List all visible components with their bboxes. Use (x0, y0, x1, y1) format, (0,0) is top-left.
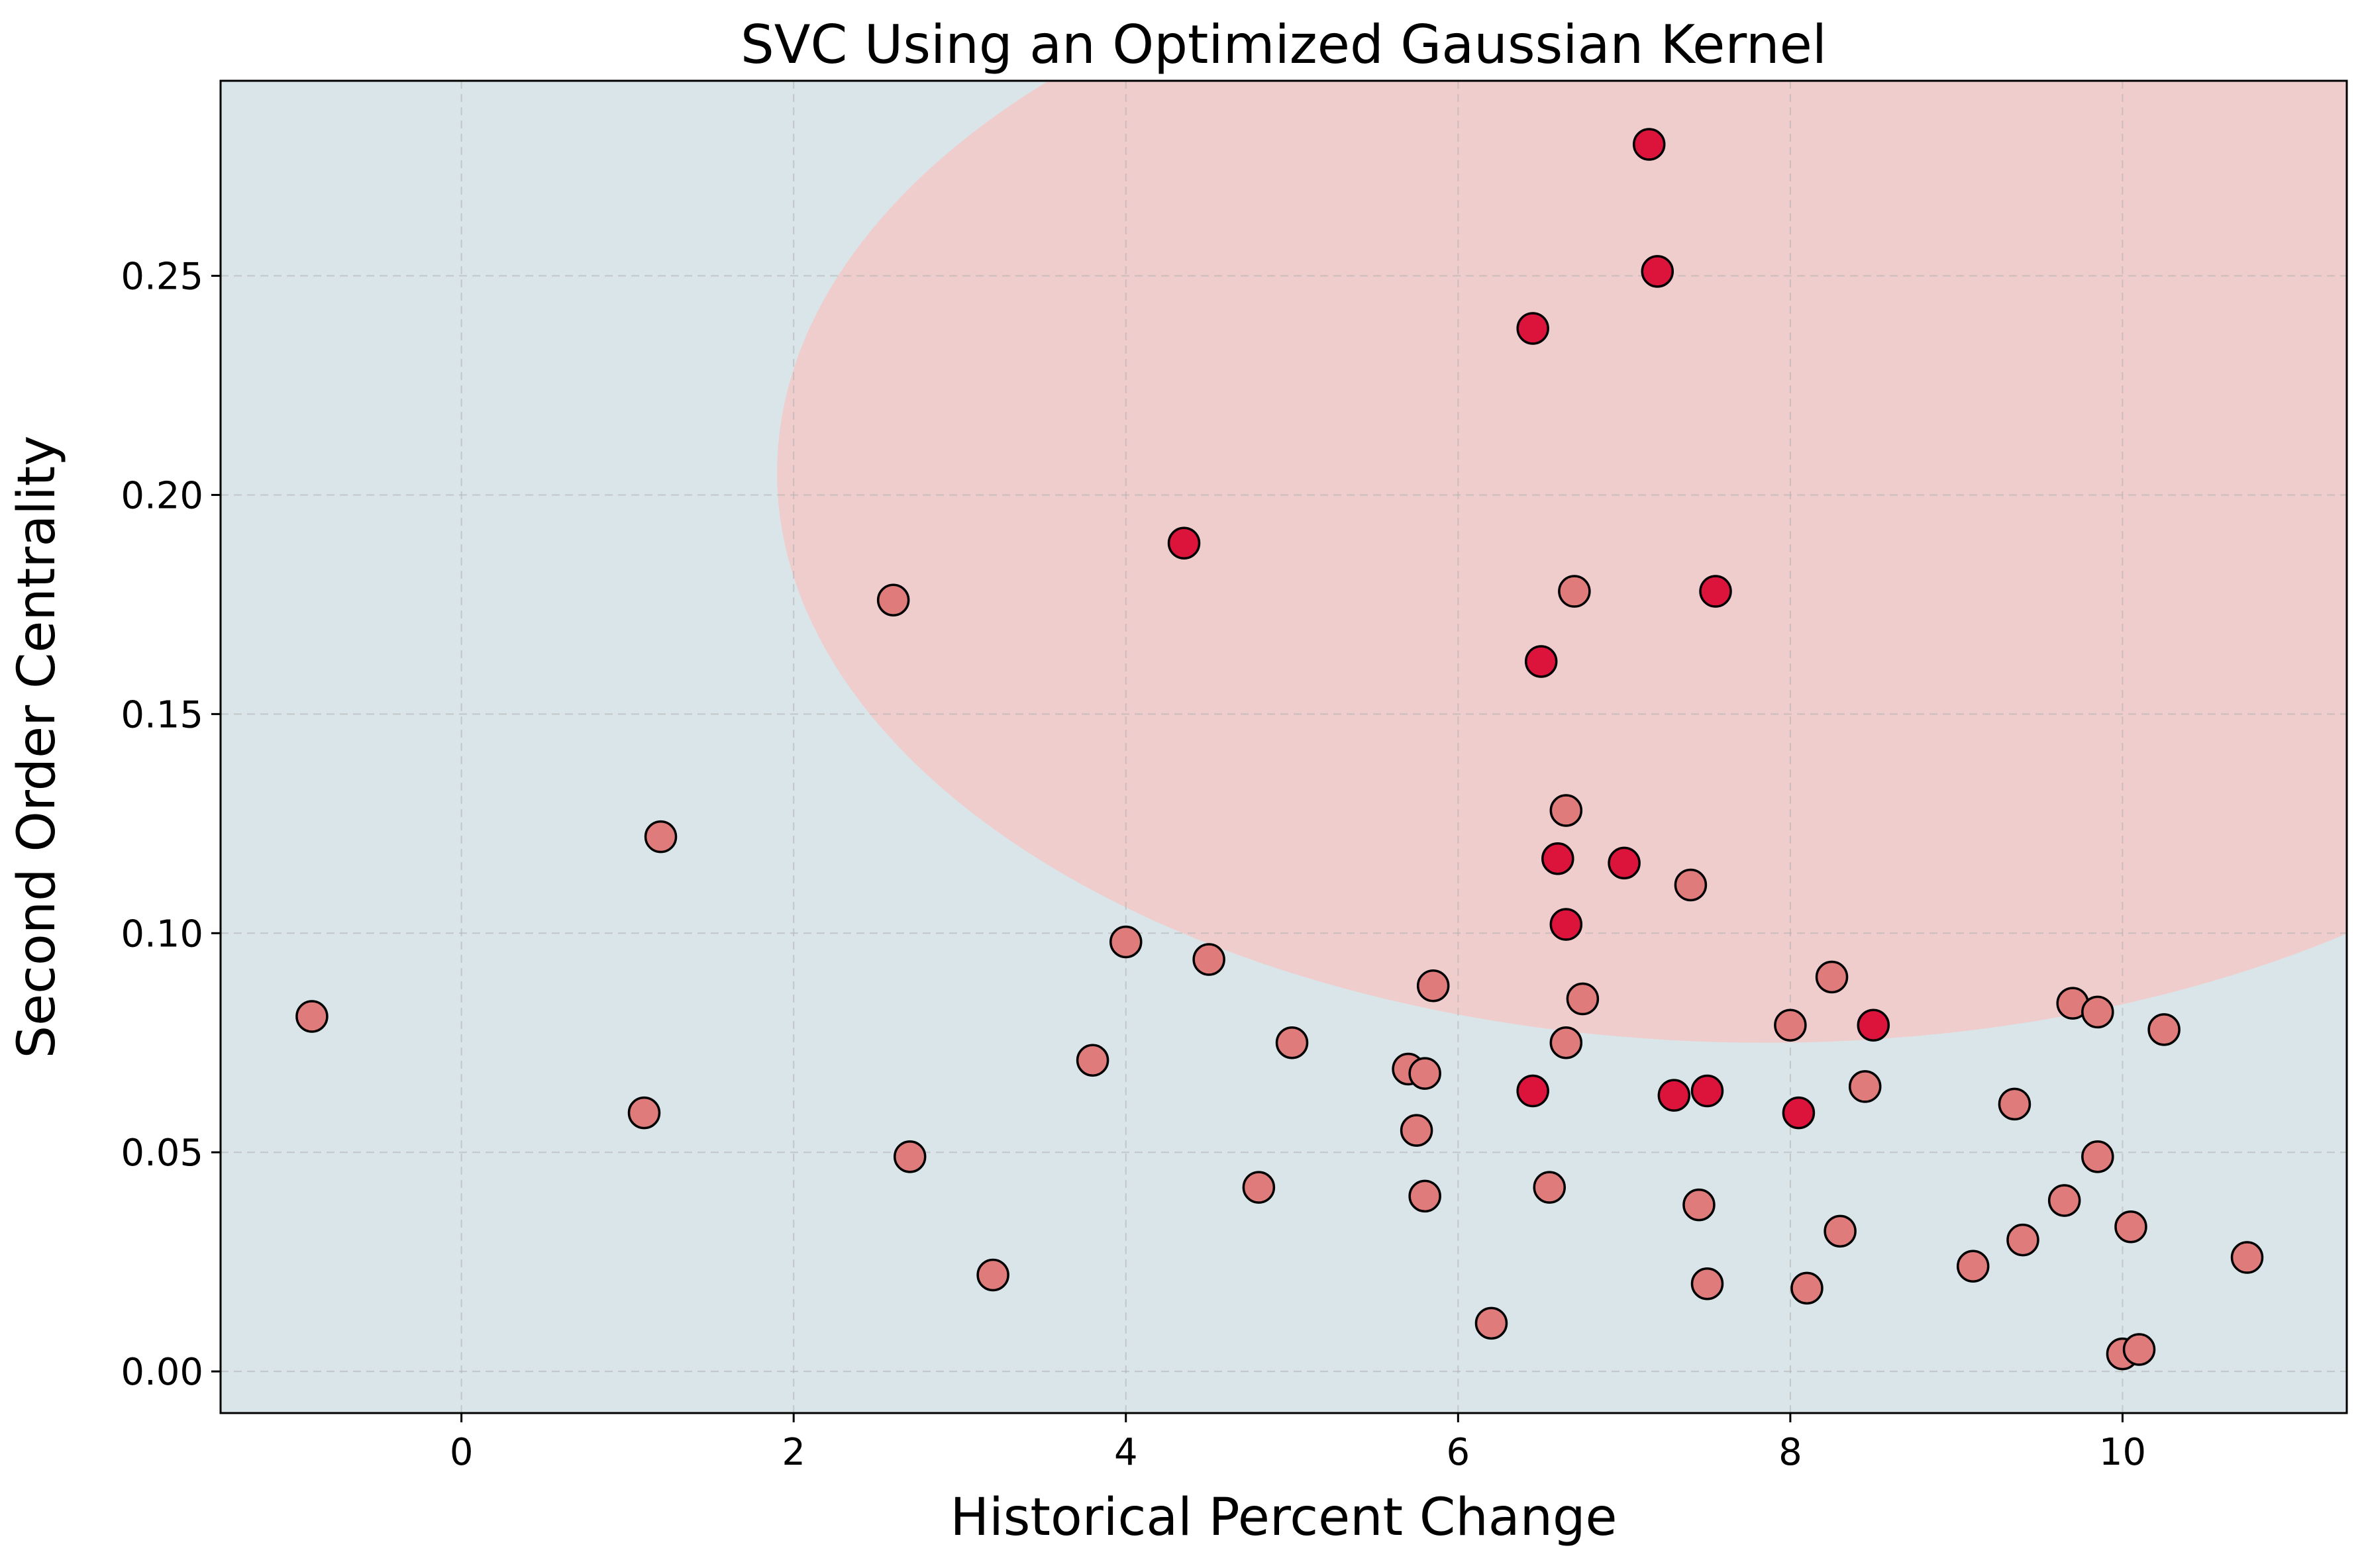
scatter-point-class-1 (1699, 575, 1732, 608)
scatter-point-class-1 (1657, 1079, 1691, 1112)
scatter-point-class-0 (1474, 1306, 1508, 1340)
scatter-point-class-0 (2114, 1210, 2147, 1244)
scatter-point-class-0 (1408, 1057, 1441, 1090)
x-tick-label: 2 (782, 1431, 805, 1474)
x-tick-label: 8 (1778, 1431, 1802, 1474)
scatter-point-class-0 (2081, 1140, 2114, 1173)
scatter-point-class-1 (1549, 908, 1583, 941)
scatter-point-class-0 (1408, 1179, 1441, 1213)
scatter-point-class-1 (1782, 1096, 1816, 1130)
scatter-point-class-0 (2081, 995, 2114, 1029)
y-tick-label: 0.05 (121, 1132, 203, 1175)
scatter-point-class-0 (2006, 1223, 2039, 1257)
plot-area (219, 79, 2348, 1414)
scatter-point-class-0 (1416, 969, 1450, 1003)
scatter-point-class-0 (1998, 1087, 2031, 1121)
scatter-point-class-0 (644, 820, 678, 854)
scatter-point-class-0 (1956, 1250, 1990, 1283)
scatter-point-class-0 (1848, 1070, 1882, 1103)
y-tick-label: 0.25 (121, 256, 203, 299)
scatter-point-class-0 (2147, 1013, 2181, 1046)
scatter-point-class-0 (1400, 1114, 1433, 1147)
scatter-point-class-0 (1790, 1271, 1824, 1305)
x-tick-label: 10 (2099, 1431, 2146, 1474)
scatter-point-class-1 (1641, 255, 1674, 288)
scatter-point-class-0 (2230, 1241, 2264, 1274)
scatter-point-class-0 (1275, 1026, 1309, 1059)
y-tick-label: 0.00 (121, 1351, 203, 1394)
plot-frame (219, 79, 2348, 1414)
scatter-point-class-0 (1566, 982, 1600, 1016)
x-axis: 0 2 4 6 8 10 (450, 1413, 2146, 1474)
y-axis: 0.00 0.05 0.10 0.15 0.20 0.25 (121, 256, 221, 1394)
decision-region (777, 81, 2347, 1043)
scatter-point-class-0 (2047, 1184, 2081, 1217)
scatter-point-class-0 (876, 583, 910, 617)
y-tick-label: 0.20 (121, 474, 203, 517)
scatter-point-class-1 (1167, 526, 1201, 560)
scatter-point-class-0 (893, 1140, 927, 1173)
scatter-point-class-0 (2122, 1333, 2156, 1366)
scatter-point-class-0 (1549, 1026, 1583, 1059)
scatter-point-class-0 (1774, 1008, 1807, 1042)
scatter-point-class-1 (1608, 846, 1641, 880)
scatter-point-class-0 (1815, 960, 1849, 994)
y-axis-label: Second Order Centrality (7, 436, 67, 1059)
scatter-points (295, 128, 2264, 1371)
scatter-point-class-0 (627, 1096, 661, 1130)
scatter-point-class-0 (1674, 868, 1708, 902)
scatter-point-class-0 (1690, 1267, 1724, 1300)
scatter-point-class-1 (1541, 842, 1574, 875)
y-tick-label: 0.15 (121, 693, 203, 736)
scatter-point-class-1 (1516, 1074, 1549, 1108)
y-tick-label: 0.10 (121, 912, 203, 956)
scatter-point-class-0 (1533, 1171, 1566, 1204)
scatter-point-class-1 (1690, 1074, 1724, 1108)
scatter-point-class-1 (1524, 645, 1558, 678)
scatter-point-class-0 (1242, 1171, 1276, 1204)
scatter-point-class-1 (1516, 312, 1549, 345)
grid (221, 81, 2347, 1413)
scatter-point-class-0 (1192, 943, 1225, 976)
x-axis-label: Historical Percent Change (950, 1488, 1617, 1547)
scatter-point-class-0 (1109, 925, 1143, 959)
chart-title: SVC Using an Optimized Gaussian Kernel (741, 14, 1827, 75)
scatter-point-class-0 (1682, 1188, 1716, 1222)
scatter-point-class-0 (1558, 575, 1591, 608)
scatter-point-class-1 (1857, 1008, 1890, 1042)
scatter-point-class-0 (976, 1258, 1009, 1292)
scatter-point-class-0 (1549, 794, 1583, 827)
scatter-point-class-0 (295, 1000, 329, 1033)
scatter-point-class-0 (1824, 1214, 1857, 1248)
scatter-point-class-0 (1076, 1044, 1109, 1077)
x-tick-label: 6 (1447, 1431, 1470, 1474)
x-tick-label: 4 (1114, 1431, 1138, 1474)
scatter-point-class-1 (1632, 128, 1666, 161)
x-tick-label: 0 (450, 1431, 474, 1474)
